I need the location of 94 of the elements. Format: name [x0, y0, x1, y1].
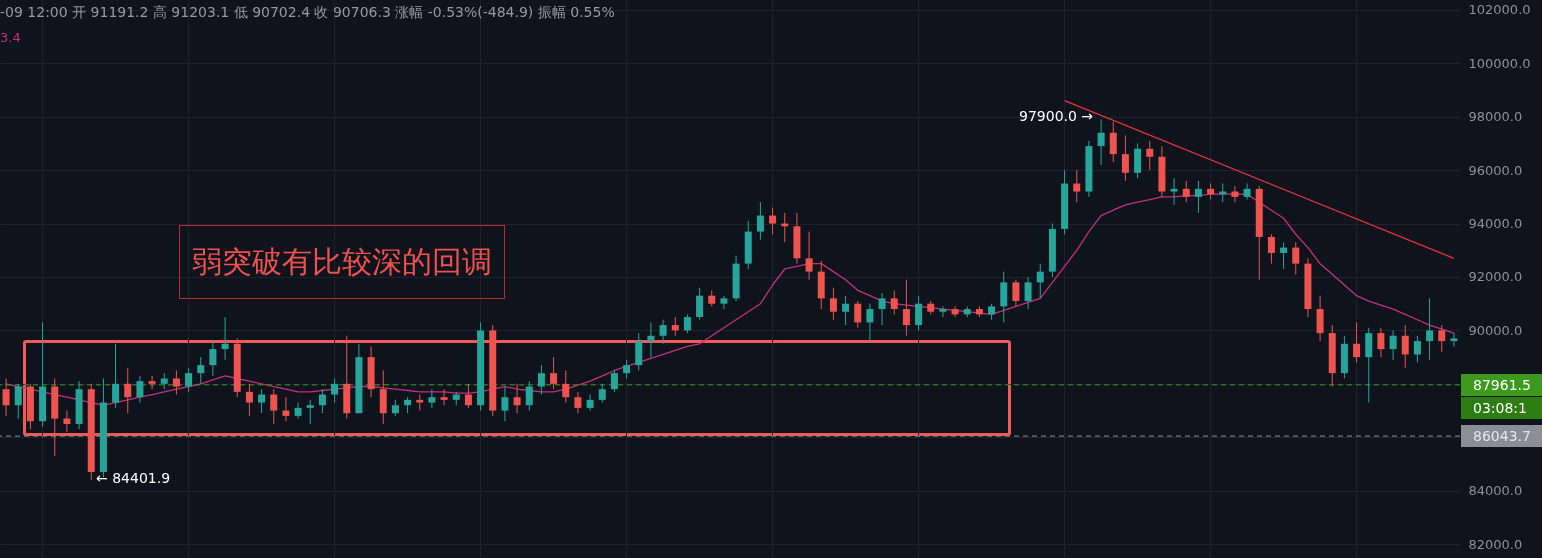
candlestick — [866, 303, 874, 342]
candlestick — [1024, 276, 1032, 310]
candlestick — [1353, 321, 1361, 363]
candlestick — [282, 396, 290, 422]
candlestick — [270, 388, 278, 425]
y-tick-label: 100000.0 — [1468, 55, 1531, 71]
candlestick — [598, 383, 606, 404]
y-tick-label: 92000.0 — [1468, 269, 1523, 285]
y-tick-label: 98000.0 — [1468, 109, 1523, 125]
candlestick — [1231, 185, 1239, 203]
candlestick — [1450, 332, 1458, 347]
ref-line-label: 86043.7 — [1461, 425, 1542, 448]
candlestick — [1267, 233, 1275, 265]
candlestick — [1109, 121, 1117, 163]
candlestick — [124, 367, 132, 414]
candlestick — [1401, 324, 1409, 369]
candlestick — [1146, 140, 1154, 171]
candlestick — [647, 321, 655, 358]
candlestick — [501, 386, 509, 422]
candlestick — [2, 378, 10, 417]
candlestick — [720, 295, 728, 310]
candlestick — [428, 388, 436, 409]
candlestick — [1182, 180, 1190, 203]
candlestick — [136, 375, 144, 404]
candlestick — [1377, 327, 1385, 358]
y-tick-label: 102000.0 — [1468, 2, 1531, 18]
annotation: ← 84401.9 — [96, 470, 171, 486]
candlestick — [245, 383, 253, 417]
candlestick — [1170, 177, 1178, 206]
y-tick-label: 84000.0 — [1468, 483, 1523, 499]
candlestick — [683, 313, 691, 334]
candlestick — [586, 394, 594, 412]
candlestick — [197, 356, 205, 385]
candlestick — [1438, 324, 1446, 353]
candlestick — [1292, 241, 1300, 275]
candlestick — [939, 305, 947, 318]
candlestick — [1121, 134, 1129, 182]
candlestick — [63, 410, 71, 433]
y-tick-label: 94000.0 — [1468, 216, 1523, 232]
candlestick — [878, 292, 886, 326]
candlestick — [951, 305, 959, 318]
candlestick — [1073, 169, 1081, 203]
candlestick — [890, 289, 898, 315]
candlestick — [318, 388, 326, 414]
candlestick — [294, 402, 302, 420]
candlestick — [221, 316, 229, 361]
candlestick — [769, 207, 777, 235]
candlestick — [525, 380, 533, 412]
annotation: 3.4 — [0, 30, 21, 45]
candlestick — [513, 383, 521, 414]
candlestick — [172, 369, 180, 396]
y-tick-label: 90000.0 — [1468, 322, 1523, 338]
candlestick — [306, 399, 314, 425]
candlestick — [331, 378, 339, 404]
ref-line-label: 87961.5 — [1461, 373, 1542, 396]
candlestick — [1389, 329, 1397, 361]
candlestick — [464, 383, 472, 409]
candlestick — [1194, 180, 1202, 214]
y-tick-label: 96000.0 — [1468, 162, 1523, 178]
candlestick — [148, 375, 156, 390]
candlestick — [1012, 279, 1020, 307]
candlestick — [842, 295, 850, 326]
candlestick — [902, 279, 910, 337]
candlestick — [1036, 263, 1044, 299]
candlestick — [209, 340, 217, 377]
text: 03:08:1 — [1461, 396, 1542, 419]
candlestick — [829, 287, 837, 321]
y-tick-label: 82000.0 — [1468, 536, 1523, 552]
annotation: -09 12:00 开 91191.2 高 91203.1 低 90702.4 收 90706.3 涨幅 -0.53%(-484.9) 振幅 0.55% — [0, 4, 615, 22]
candlestick — [112, 343, 120, 409]
candlestick — [1243, 183, 1251, 201]
candlestick — [562, 369, 570, 404]
candlestick — [537, 364, 545, 396]
candlestick — [1413, 335, 1421, 363]
candlestick — [440, 388, 448, 406]
candlestick — [1280, 241, 1288, 270]
candlestick — [258, 388, 266, 414]
candlestick — [610, 369, 618, 393]
annotation: 弱突破有比较深的回调 — [179, 225, 505, 299]
candlestick — [185, 367, 193, 393]
candlestick — [671, 316, 679, 337]
candlestick — [659, 319, 667, 345]
candlestick — [574, 391, 582, 414]
candlestick — [756, 201, 764, 241]
candlestick — [805, 231, 813, 281]
candlestick — [1426, 297, 1434, 361]
candlestick — [550, 356, 558, 390]
candlestick — [696, 287, 704, 321]
candlestick — [1097, 118, 1105, 166]
candlestick — [14, 383, 22, 420]
candlestick — [915, 295, 923, 331]
annotation: 97900.0 → — [1019, 108, 1094, 124]
candlestick — [623, 359, 631, 379]
candlestick — [854, 300, 862, 329]
